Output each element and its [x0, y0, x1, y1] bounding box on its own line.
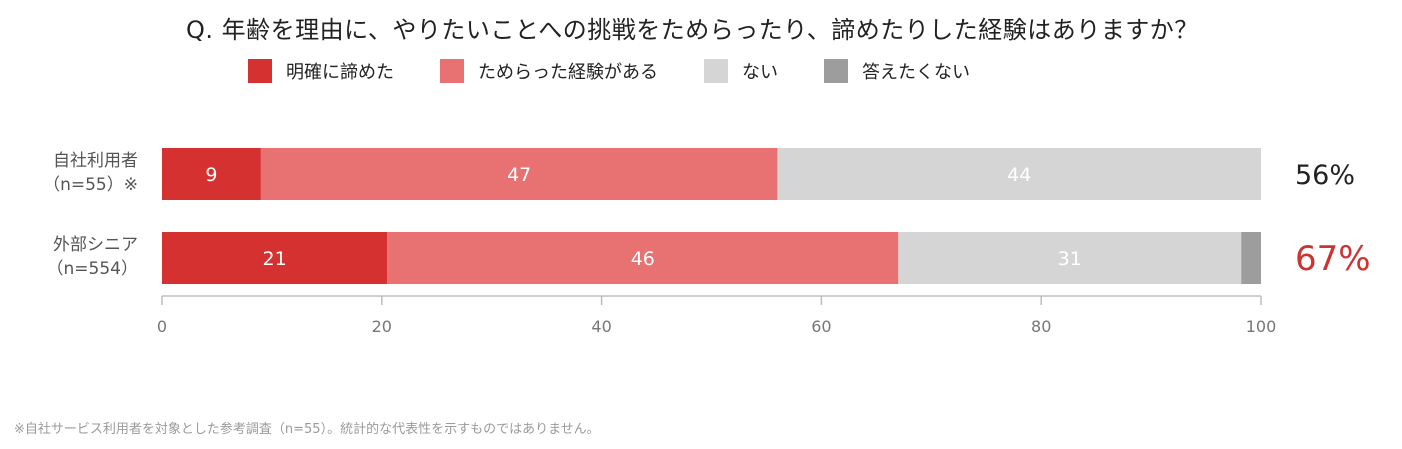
bar-segment [162, 148, 261, 200]
data-label: 21 [263, 248, 287, 270]
bar-segment [260, 148, 778, 200]
x-tick-label: 0 [157, 317, 167, 336]
stacked-bar-chart: 自社利用者 （n=55）※ 9 47 44 56% 外部シニア （n=554） 21 46 31 67… [43, 148, 1371, 336]
data-label: 9 [205, 164, 217, 186]
category-label: （n=554） [47, 259, 138, 279]
legend-swatch [704, 59, 728, 83]
bar-segment [387, 232, 899, 284]
x-tick-label: 60 [811, 317, 831, 336]
legend-item-none: ない [704, 58, 778, 84]
category-label: 外部シニア [53, 235, 138, 255]
chart-title: Q. 年齢を理由に、やりたいことへの挑戦をためらったり、諦めたりした経験はありま… [186, 16, 1199, 44]
footnote: ※自社サービス利用者を対象とした参考調査（n=55）。統計的な代表性を示すもので… [14, 422, 600, 437]
data-label: 46 [631, 248, 655, 270]
category-label: 自社利用者 [53, 151, 138, 171]
legend-label: 明確に諦めた [286, 62, 394, 83]
data-label: 47 [507, 164, 531, 186]
total-percent-label: 56% [1295, 160, 1355, 191]
total-percent-label: 67% [1295, 239, 1371, 279]
bar-segment [777, 148, 1261, 200]
legend-item-clearly-gave-up: 明確に諦めた [248, 58, 394, 84]
legend-item-no-answer: 答えたくない [824, 58, 970, 84]
legend-swatch [440, 59, 464, 83]
legend-label: 答えたくない [862, 62, 970, 83]
legend-swatch [248, 59, 272, 83]
legend: 明確に諦めた ためらった経験がある ない 答えたくない [248, 58, 1016, 84]
bar-segment [162, 232, 388, 284]
legend-label: ない [742, 62, 778, 83]
legend-label: ためらった経験がある [478, 62, 658, 83]
bar-segment [1241, 232, 1261, 284]
x-tick-label: 40 [591, 317, 611, 336]
bar-segment [898, 232, 1242, 284]
legend-swatch [824, 59, 848, 83]
x-tick-label: 100 [1246, 317, 1277, 336]
x-tick-label: 20 [372, 317, 392, 336]
category-label: （n=55）※ [43, 175, 138, 195]
legend-item-hesitated: ためらった経験がある [440, 58, 658, 84]
data-label: 44 [1007, 164, 1031, 186]
data-label: 31 [1058, 248, 1082, 270]
x-tick-label: 80 [1031, 317, 1051, 336]
